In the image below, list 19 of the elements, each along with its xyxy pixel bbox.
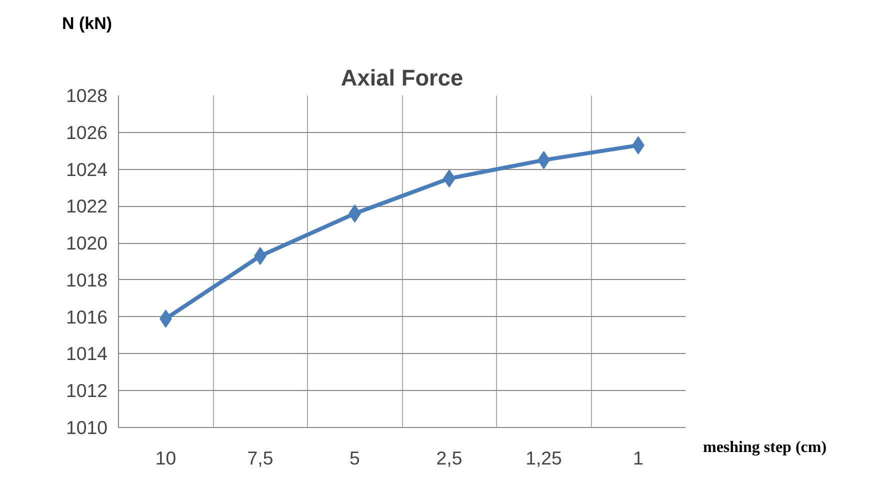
x-axis-title: meshing step (cm) xyxy=(703,438,827,458)
x-tick-label: 2,5 xyxy=(436,448,462,468)
y-tick-label: 1024 xyxy=(66,158,108,180)
x-tick-label: 7,5 xyxy=(247,448,274,468)
x-tick-label: 5 xyxy=(350,448,360,468)
y-tick-label: 1018 xyxy=(66,269,108,290)
y-axis-title: N (kN) xyxy=(62,13,112,35)
y-tick-label: 1012 xyxy=(66,380,108,402)
y-tick-label: 1014 xyxy=(66,343,108,364)
y-tick-label: 1022 xyxy=(66,196,108,217)
y-tick-label: 1026 xyxy=(66,122,108,143)
y-tick-label: 1028 xyxy=(66,85,108,106)
chart-title: Axial Force xyxy=(340,64,464,90)
y-tick-label: 1010 xyxy=(66,417,108,438)
y-tick-label: 1016 xyxy=(66,306,108,328)
x-tick-label: 10 xyxy=(155,448,176,468)
x-tick-label: 1,25 xyxy=(526,448,562,468)
x-tick-label: 1 xyxy=(633,448,644,468)
y-tick-label: 1020 xyxy=(66,232,108,254)
